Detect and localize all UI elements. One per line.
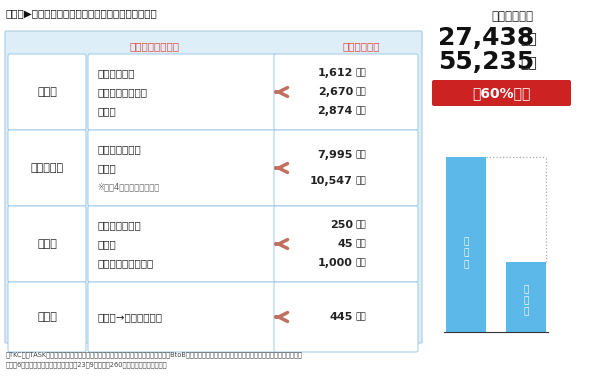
FancyBboxPatch shape <box>8 206 86 282</box>
Text: 時間: 時間 <box>355 106 366 115</box>
Bar <box>506 262 546 332</box>
Text: ※最大4名のコストで算出: ※最大4名のコストで算出 <box>97 182 159 192</box>
FancyBboxPatch shape <box>8 54 86 130</box>
FancyBboxPatch shape <box>88 54 277 130</box>
Text: 45: 45 <box>337 239 353 249</box>
Text: 年間削減時間: 年間削減時間 <box>342 41 380 51</box>
Text: 2,874: 2,874 <box>317 106 353 116</box>
Text: 2,670: 2,670 <box>318 87 353 97</box>
Text: ＊TKCの「TASKクラウド公会計システム」と、株式会社インフォマートが提供する「BtoBプラットフォーム請求書」電子化連携による実証実験の検証結果: ＊TKCの「TASKクラウド公会計システム」と、株式会社インフォマートが提供する… <box>6 351 303 358</box>
FancyBboxPatch shape <box>88 206 277 282</box>
Text: 時間: 時間 <box>520 32 537 46</box>
Text: 7,995: 7,995 <box>317 150 353 160</box>
Text: 時間: 時間 <box>355 151 366 159</box>
Text: 10,547: 10,547 <box>310 176 353 186</box>
FancyBboxPatch shape <box>88 282 277 352</box>
Text: 千円: 千円 <box>520 56 537 70</box>
Text: 55,235: 55,235 <box>438 50 534 74</box>
FancyBboxPatch shape <box>88 130 277 206</box>
Text: 約60%削減: 約60%削減 <box>472 86 530 100</box>
Text: 時間: 時間 <box>355 239 366 248</box>
Text: 図表２▶電子請求書サービス実証実験の定量的な効果: 図表２▶電子請求書サービス実証実験の定量的な効果 <box>6 8 158 18</box>
Text: ・回覧: ・回覧 <box>97 163 116 173</box>
Text: ・請求書受領: ・請求書受領 <box>97 68 134 78</box>
FancyBboxPatch shape <box>274 206 418 282</box>
Text: ＊年間6万通の請求書、地方公共団体（23課9施設）、260名の職員数の条件で試算: ＊年間6万通の請求書、地方公共団体（23課9施設）、260名の職員数の条件で試算 <box>6 361 167 368</box>
Text: 実証実験での工程: 実証実験での工程 <box>129 41 179 51</box>
Bar <box>446 157 486 332</box>
Text: 445: 445 <box>329 312 353 322</box>
Text: 時間: 時間 <box>355 176 366 185</box>
Text: 会計課: 会計課 <box>37 239 57 249</box>
Text: 承認決裁者: 承認決裁者 <box>31 163 64 173</box>
FancyBboxPatch shape <box>432 80 571 106</box>
Text: その他: その他 <box>37 312 57 322</box>
Text: 時間: 時間 <box>355 259 366 267</box>
Text: 1,612: 1,612 <box>317 68 353 78</box>
FancyBboxPatch shape <box>274 282 418 352</box>
FancyBboxPatch shape <box>8 282 86 352</box>
Text: 時間: 時間 <box>355 313 366 322</box>
Text: ・回覧: ・回覧 <box>97 239 116 249</box>
Text: ・内容チェック: ・内容チェック <box>97 144 141 154</box>
Text: 1,000: 1,000 <box>318 258 353 268</box>
Text: 導
入
後: 導 入 後 <box>523 285 529 316</box>
Text: 時間: 時間 <box>355 87 366 97</box>
Text: 27,438: 27,438 <box>438 26 534 50</box>
Text: ・回覧: ・回覧 <box>97 106 116 116</box>
Text: 時間: 時間 <box>355 221 366 230</box>
Text: ・原本ファイリング: ・原本ファイリング <box>97 258 153 268</box>
FancyBboxPatch shape <box>5 31 422 343</box>
Text: ・支出命令書作成: ・支出命令書作成 <box>97 87 147 97</box>
FancyBboxPatch shape <box>274 130 418 206</box>
Text: 年間削減効果: 年間削減効果 <box>491 10 533 23</box>
FancyBboxPatch shape <box>274 54 418 130</box>
FancyBboxPatch shape <box>8 130 86 206</box>
Text: ・内容チェック: ・内容チェック <box>97 220 141 230</box>
Text: 時間: 時間 <box>355 69 366 78</box>
Text: 起案者: 起案者 <box>37 87 57 97</box>
Text: 導
入
前: 導 入 前 <box>463 238 469 269</box>
Text: 250: 250 <box>330 220 353 230</box>
Text: ・施設→本庁への送付: ・施設→本庁への送付 <box>97 312 162 322</box>
